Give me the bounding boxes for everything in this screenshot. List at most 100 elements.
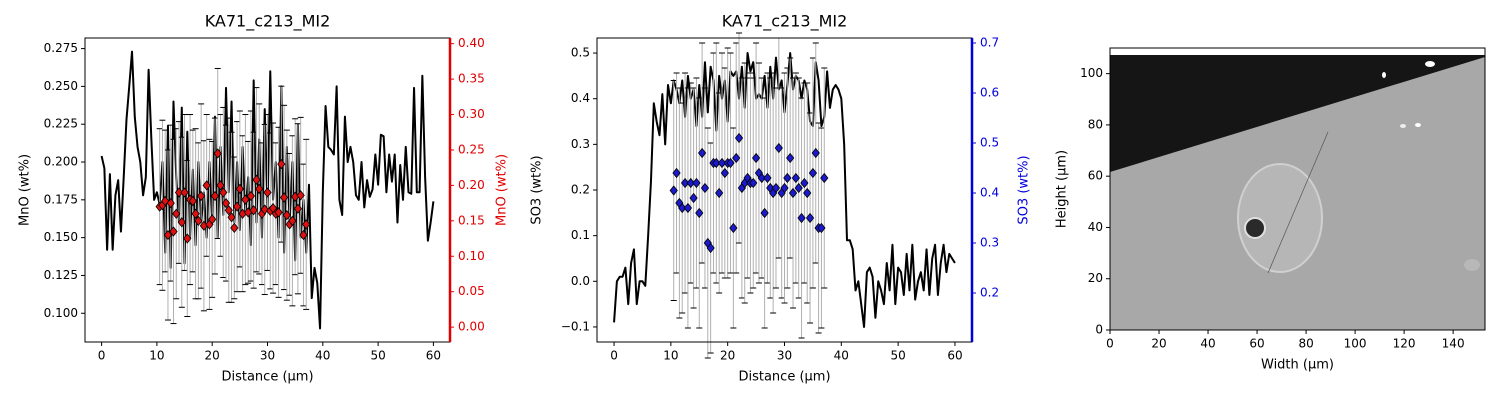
y-tick-label: 0.225 bbox=[44, 117, 78, 131]
image-dark-region bbox=[1110, 55, 1485, 172]
diamond-marker bbox=[695, 207, 704, 219]
x-tick-label: 80 bbox=[1298, 337, 1313, 351]
diamond-marker bbox=[808, 167, 818, 179]
plot-frame bbox=[1109, 47, 1486, 331]
y2-axis-label: SO3 (wt%) bbox=[1017, 155, 1032, 224]
y-tick-label: 60 bbox=[1088, 169, 1103, 183]
diamond-marker bbox=[803, 187, 812, 199]
diamond-marker bbox=[678, 202, 687, 214]
diamond-marker bbox=[216, 180, 225, 191]
diamond-marker bbox=[669, 185, 678, 196]
diamond-marker bbox=[232, 201, 242, 212]
diamond-marker bbox=[172, 208, 181, 219]
speck bbox=[1464, 259, 1480, 271]
y-tick-label: 0.3 bbox=[571, 137, 590, 151]
speck bbox=[1400, 124, 1406, 128]
y2-tick-label: 0.15 bbox=[458, 213, 485, 227]
y-axis-label: MnO (wt%) bbox=[18, 154, 33, 226]
sem-image bbox=[1110, 48, 1485, 330]
diamond-marker bbox=[706, 242, 715, 254]
y2-tick-label: 0.00 bbox=[458, 320, 485, 334]
diamond-marker bbox=[210, 190, 220, 202]
diamond-marker bbox=[817, 222, 826, 234]
y2-tick-label: 0.10 bbox=[458, 249, 485, 263]
diamond-marker bbox=[811, 147, 820, 159]
diamond-marker bbox=[698, 147, 707, 159]
x-tick-label: 60 bbox=[947, 349, 962, 363]
y-axis-label: SO3 (wt%) bbox=[530, 155, 545, 224]
x-tick-label: 120 bbox=[1393, 337, 1416, 351]
y-tick-label: 0.5 bbox=[571, 46, 590, 60]
diamond-marker bbox=[260, 204, 269, 215]
diamond-marker bbox=[202, 180, 211, 191]
diamond-marker bbox=[771, 182, 781, 194]
diamond-marker bbox=[726, 157, 735, 169]
x-axis-label: Distance (µm) bbox=[738, 370, 830, 385]
x-tick-label: 40 bbox=[315, 349, 330, 363]
diamond-marker bbox=[177, 217, 186, 228]
diamond-marker bbox=[791, 172, 800, 184]
speck bbox=[1382, 72, 1386, 78]
diamond-marker bbox=[166, 197, 175, 209]
speck bbox=[1425, 61, 1435, 67]
x-tick-label: 140 bbox=[1442, 337, 1465, 351]
diamond-marker bbox=[683, 202, 693, 214]
y-tick-label: 0.4 bbox=[571, 91, 590, 105]
y-tick-label: 0.250 bbox=[44, 79, 78, 93]
diamond-marker bbox=[180, 187, 189, 198]
diamond-marker bbox=[221, 197, 231, 209]
diamond-marker bbox=[263, 187, 272, 198]
diamond-marker bbox=[293, 203, 303, 214]
diamond-marker bbox=[183, 233, 192, 244]
y2-tick-label: 0.3 bbox=[980, 236, 999, 250]
diamond-marker bbox=[689, 192, 698, 204]
x-tick-label: 40 bbox=[1200, 337, 1215, 351]
y-axis-label: Height (µm) bbox=[1055, 150, 1070, 228]
diamond-marker bbox=[788, 187, 798, 199]
y2-tick-label: 0.5 bbox=[980, 136, 999, 150]
x-tick-label: 60 bbox=[426, 349, 441, 363]
diamond-marker bbox=[717, 157, 727, 169]
diamond-marker bbox=[274, 207, 283, 218]
diamond-marker bbox=[213, 148, 222, 159]
diamond-marker bbox=[749, 177, 758, 189]
diamond-marker bbox=[732, 152, 741, 164]
diamond-marker bbox=[282, 210, 291, 221]
diamond-marker bbox=[246, 190, 256, 202]
y-tick-label: 0.2 bbox=[571, 183, 590, 197]
x-tick-label: 30 bbox=[260, 349, 275, 363]
diamond-marker bbox=[227, 212, 236, 223]
diamond-marker bbox=[757, 172, 766, 184]
y2-tick-label: 0.2 bbox=[980, 286, 999, 300]
x-tick-label: 50 bbox=[370, 349, 385, 363]
y2-tick-label: 0.20 bbox=[458, 178, 485, 192]
y-tick-label: 80 bbox=[1088, 117, 1103, 131]
diamond-marker bbox=[255, 183, 264, 195]
diamond-marker bbox=[780, 182, 789, 194]
diamond-marker bbox=[219, 187, 228, 198]
x-tick-label: 0 bbox=[98, 349, 106, 363]
diamond-marker bbox=[191, 208, 200, 219]
y2-tick-label: 0.35 bbox=[458, 72, 485, 86]
diamond-marker bbox=[763, 172, 772, 184]
diamond-marker bbox=[302, 219, 311, 230]
y-tick-label: 0.100 bbox=[44, 306, 78, 320]
diamond-marker bbox=[805, 212, 815, 224]
x-tick-label: 40 bbox=[834, 349, 849, 363]
y-tick-label: 0.1 bbox=[571, 228, 590, 242]
y-tick-label: 0.275 bbox=[44, 41, 78, 55]
y-tick-label: 20 bbox=[1088, 271, 1103, 285]
x-tick-label: 0 bbox=[610, 349, 618, 363]
diamond-marker bbox=[194, 215, 203, 226]
x-tick-label: 10 bbox=[663, 349, 678, 363]
x-tick-label: 20 bbox=[720, 349, 735, 363]
diamond-marker bbox=[241, 194, 250, 205]
x-tick-label: 20 bbox=[1151, 337, 1166, 351]
diamond-marker bbox=[774, 142, 783, 154]
diamond-marker bbox=[783, 172, 792, 184]
diamond-marker bbox=[174, 187, 184, 198]
y-tick-label: 0.175 bbox=[44, 192, 78, 206]
x-tick-label: 60 bbox=[1249, 337, 1264, 351]
